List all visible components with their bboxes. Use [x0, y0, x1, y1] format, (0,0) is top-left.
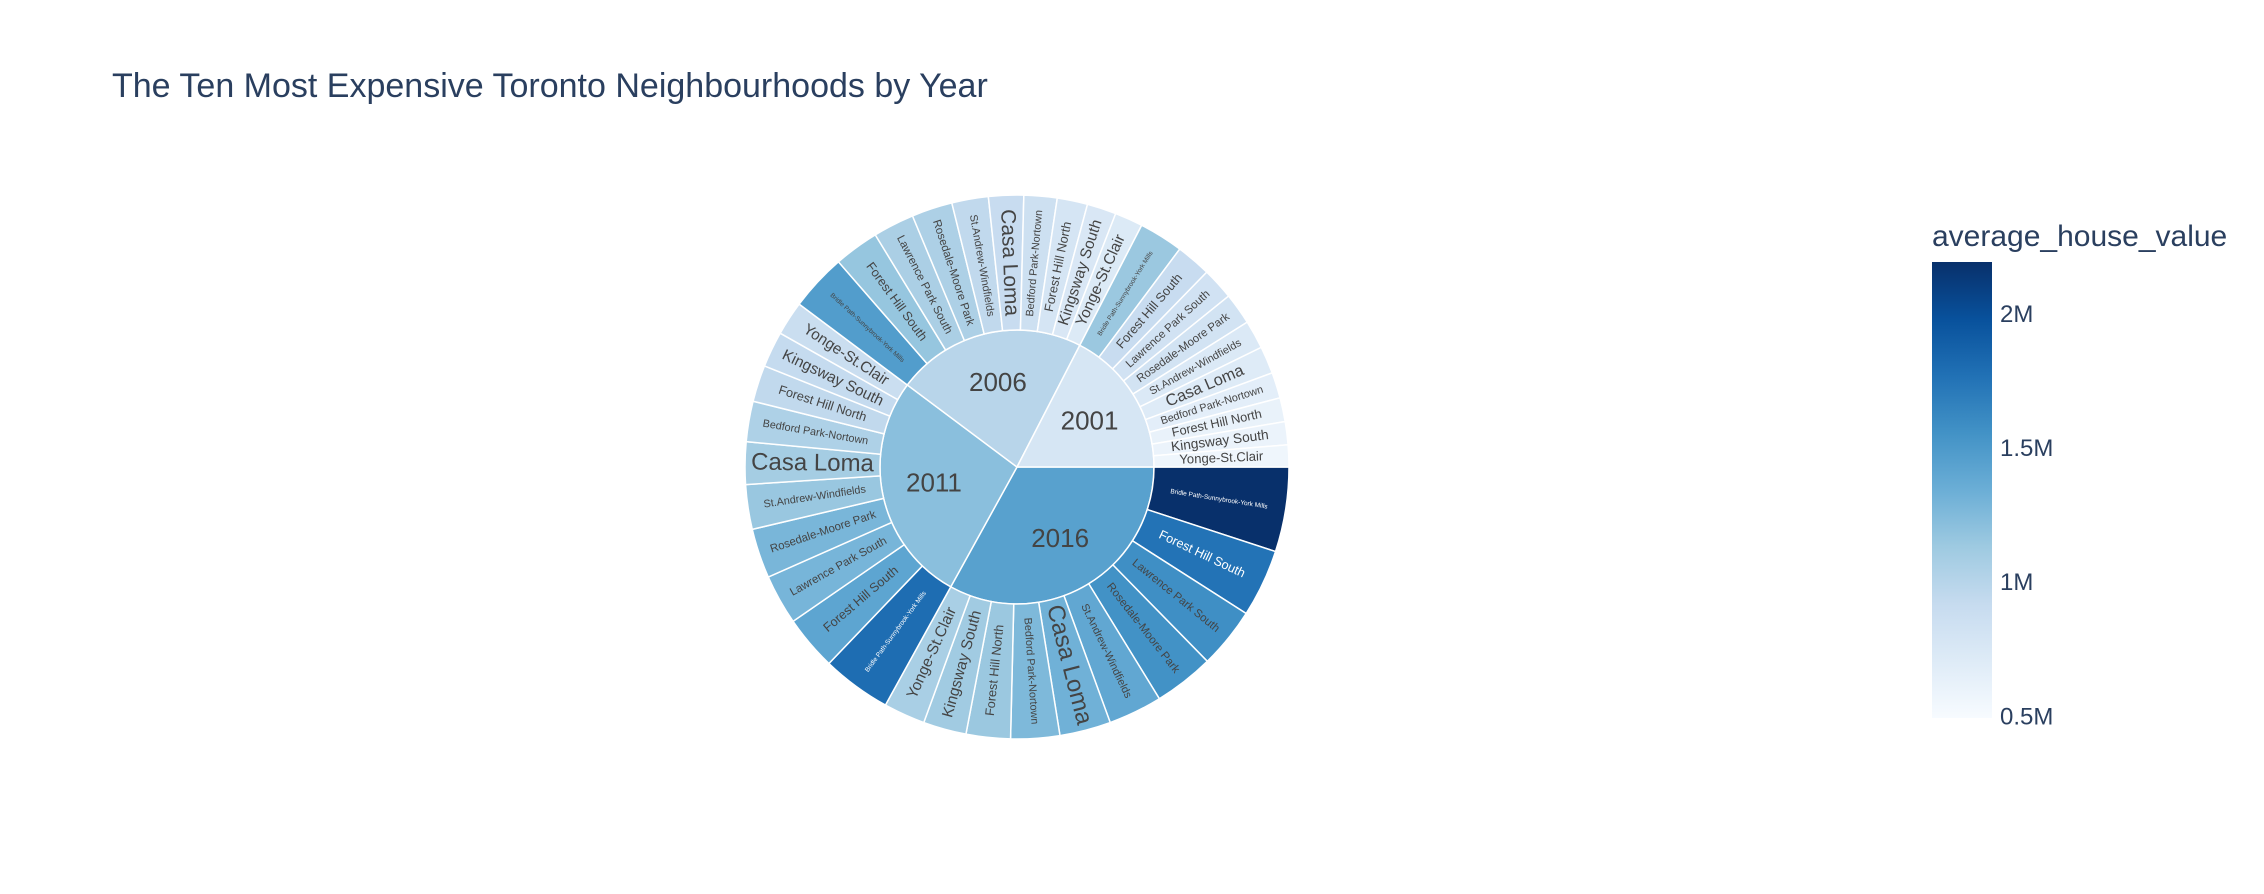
colorbar-tick-label: 1M — [2000, 569, 2033, 596]
year-label: 2006 — [969, 367, 1027, 397]
neighbourhood-segment[interactable] — [1152, 443, 1290, 468]
year-label: 2001 — [1061, 406, 1119, 436]
year-label: 2016 — [1031, 523, 1089, 553]
chart-title: The Ten Most Expensive Toronto Neighbour… — [112, 67, 988, 105]
neighbourhood-label: Casa Loma — [996, 209, 1023, 317]
neighbourhood-label: Yonge-St.Clair — [1179, 448, 1264, 466]
year-label: 2011 — [906, 468, 962, 498]
colorbar-tick-label: 0.5M — [2000, 703, 2053, 730]
colorbar-tick-label: 2M — [2000, 301, 2033, 328]
colorbar: average_house_value 0.5M 1M 1.5M 2M — [1932, 220, 2227, 730]
colorbar-gradient — [1932, 262, 1992, 718]
colorbar-tick-label: 1.5M — [2000, 435, 2053, 462]
colorbar-title: average_house_value — [1932, 220, 2227, 253]
neighbourhood-label: Casa Loma — [751, 449, 875, 478]
